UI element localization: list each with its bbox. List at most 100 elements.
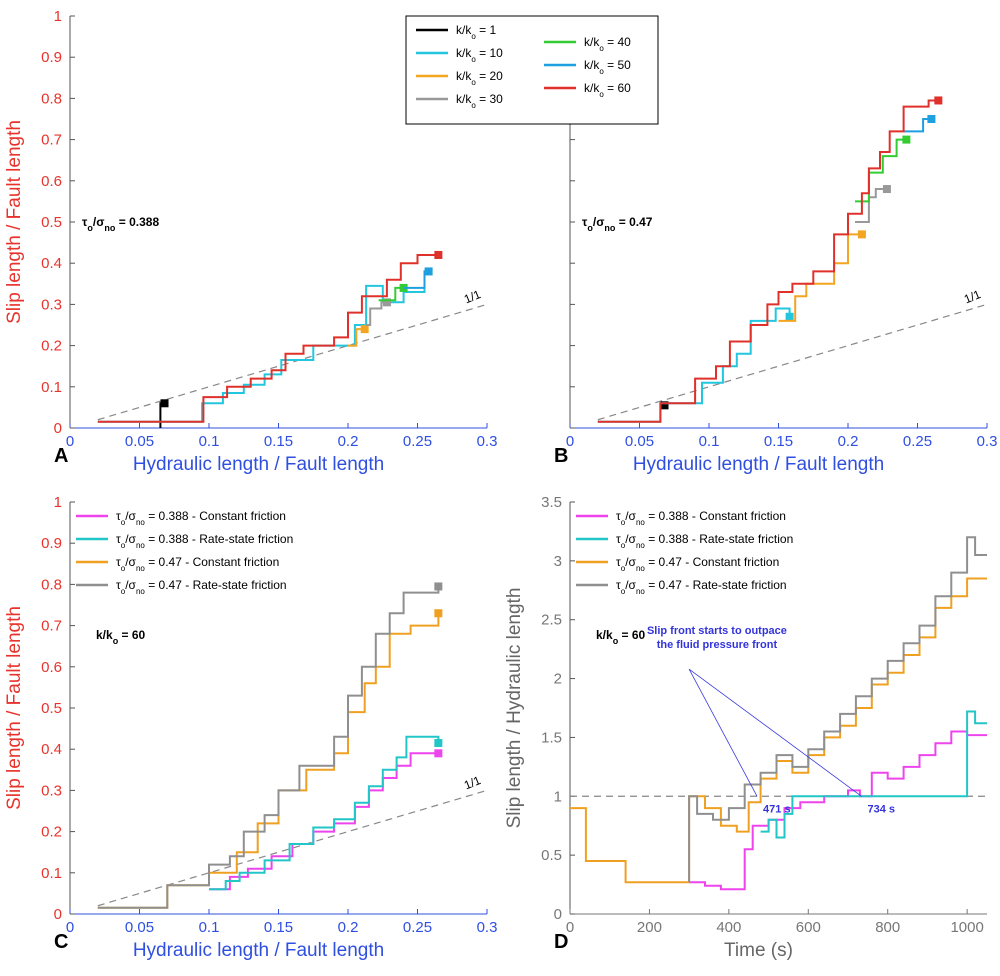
- time-label: 471 s: [763, 803, 791, 815]
- time-label: 734 s: [868, 803, 896, 815]
- y-tick-label: 0.7: [41, 132, 62, 149]
- x-tick-label: 0.05: [625, 433, 654, 450]
- x-axis-label: Hydraulic length / Fault length: [133, 454, 384, 475]
- end-marker-k40: [902, 135, 911, 144]
- legend-C: τo/σno = 0.388 - Constant friction τo/σno…: [76, 509, 293, 596]
- x-tick-label: 0.2: [338, 919, 359, 936]
- end-marker-k20: [857, 230, 866, 239]
- series-line-k40: [378, 286, 404, 302]
- x-tick-label: 0: [566, 433, 574, 450]
- series-line-k20: [778, 233, 862, 322]
- series-line-constB: [97, 613, 440, 909]
- legend-label: τo/σno = 0.47 - Constant friction: [116, 555, 279, 573]
- x-tick-label: 0.3: [977, 433, 998, 450]
- series-line-k60: [597, 99, 939, 423]
- legend-box: [405, 15, 659, 125]
- x-tick-label: 800: [875, 919, 900, 936]
- legend-label: τo/σno = 0.47 - Rate-state friction: [116, 578, 287, 596]
- one-to-one-label: 1/1: [962, 287, 983, 306]
- y-tick-label: 0.7: [41, 618, 62, 635]
- y-tick-label: 0.2: [41, 824, 62, 841]
- y-tick-label: 0.6: [41, 173, 62, 190]
- y-tick-label: 0.1: [41, 379, 62, 396]
- y-tick-label: 3: [554, 553, 562, 570]
- y-axis-label: Slip length / Hydraulic length: [504, 588, 525, 829]
- legend-D: τo/σno = 0.388 - Constant friction τo/σno…: [576, 509, 793, 596]
- legend-top: k/ko = 1 k/ko = 10 k/ko = 20 k/ko = 30 k/ko …: [405, 15, 659, 125]
- y-tick-label: 0.4: [41, 255, 62, 272]
- y-tick-label: 0: [554, 906, 562, 923]
- y-axis-label: Slip length / Fault length: [4, 120, 25, 324]
- legend-label: τo/σno = 0.388 - Constant friction: [116, 509, 286, 527]
- panel-label: D: [554, 931, 568, 953]
- legend-label: k/ko = 60: [584, 81, 631, 99]
- x-axis-label: Time (s): [724, 940, 793, 961]
- series-line-rateB: [688, 536, 987, 883]
- x-tick-label: 0.15: [764, 433, 793, 450]
- panel-label: A: [54, 445, 68, 467]
- end-marker-k1: [160, 399, 169, 408]
- series-line-rateB: [97, 586, 440, 909]
- x-tick-label: 0.2: [338, 433, 359, 450]
- x-tick-label: 0: [566, 919, 574, 936]
- legend-label: k/ko = 40: [584, 35, 631, 53]
- end-marker-k20: [360, 325, 369, 334]
- slip-front-annotation: Slip front starts to outpace: [647, 625, 787, 637]
- x-tick-label: 0.1: [199, 433, 220, 450]
- k-ratio-annotation: k/ko = 60: [596, 628, 646, 646]
- x-tick-label: 0.1: [199, 919, 220, 936]
- end-marker-k50: [424, 267, 433, 276]
- legend-label: k/ko = 30: [456, 92, 503, 110]
- k-ratio-annotation: k/ko = 60: [96, 628, 146, 646]
- ratio-annotation: τo/σno = 0.388: [82, 215, 159, 233]
- x-tick-label: 0: [66, 919, 74, 936]
- y-tick-label: 1: [54, 8, 62, 25]
- annotation-arrow: [688, 668, 862, 797]
- panel-C: 0 0.05 0.1 0.15 0.2 0.25 0.3 0 0.1 0.2 0.3 0.4 0.5 0.…: [4, 494, 497, 961]
- panel-D: 0 200 400 600 800 1000 0 0.5 1 1.5 2 2.5 3 3.5 Time (s…: [504, 494, 987, 961]
- x-tick-label: 0.05: [125, 919, 154, 936]
- y-tick-label: 0.5: [41, 700, 62, 717]
- x-tick-label: 0.25: [903, 433, 932, 450]
- y-tick-label: 0.3: [41, 782, 62, 799]
- legend-label: k/ko = 20: [456, 69, 503, 87]
- y-tick-label: 0.4: [41, 741, 62, 758]
- ratio-annotation: τo/σno = 0.47: [582, 215, 653, 233]
- x-tick-label: 200: [637, 919, 662, 936]
- panel-A: 0 0.05 0.1 0.15 0.2 0.25 0.3 0 0.1 0.2 0.3 0.4 0.5 0.…: [4, 8, 497, 475]
- end-marker-constA: [434, 749, 443, 758]
- x-tick-label: 1000: [950, 919, 983, 936]
- legend-label: k/ko = 1: [456, 23, 496, 41]
- y-tick-label: 0.3: [41, 296, 62, 313]
- y-tick-label: 0.9: [41, 49, 62, 66]
- legend-label: τo/σno = 0.47 - Constant friction: [616, 555, 779, 573]
- x-tick-label: 0: [66, 433, 74, 450]
- x-tick-label: 0.3: [477, 919, 498, 936]
- x-tick-label: 0.25: [403, 919, 432, 936]
- x-tick-label: 400: [716, 919, 741, 936]
- x-tick-label: 0.3: [477, 433, 498, 450]
- end-marker-k10: [785, 312, 794, 321]
- series-line-constA: [689, 730, 987, 891]
- end-marker-k30: [882, 185, 891, 194]
- series-line-k10: [97, 270, 429, 423]
- y-tick-label: 0.2: [41, 338, 62, 355]
- y-axis-label: Slip length / Fault length: [4, 606, 25, 810]
- series-line-k20: [348, 328, 365, 347]
- series-line-k50: [903, 118, 932, 133]
- end-marker-k60: [434, 250, 443, 259]
- y-tick-label: 0.8: [41, 576, 62, 593]
- reference-line: [97, 789, 488, 907]
- y-tick-label: 3.5: [541, 494, 562, 511]
- end-marker-k1: [660, 401, 669, 410]
- series-line-constA: [209, 752, 439, 891]
- legend-label: k/ko = 10: [456, 46, 503, 64]
- legend-label: τo/σno = 0.388 - Constant friction: [616, 509, 786, 527]
- series-line-k40: [855, 138, 907, 203]
- legend-label: k/ko = 50: [584, 58, 631, 76]
- end-marker-k60: [934, 96, 943, 105]
- end-marker-rateB: [434, 582, 443, 591]
- end-marker-rateA: [434, 739, 443, 748]
- reference-line: [597, 303, 988, 421]
